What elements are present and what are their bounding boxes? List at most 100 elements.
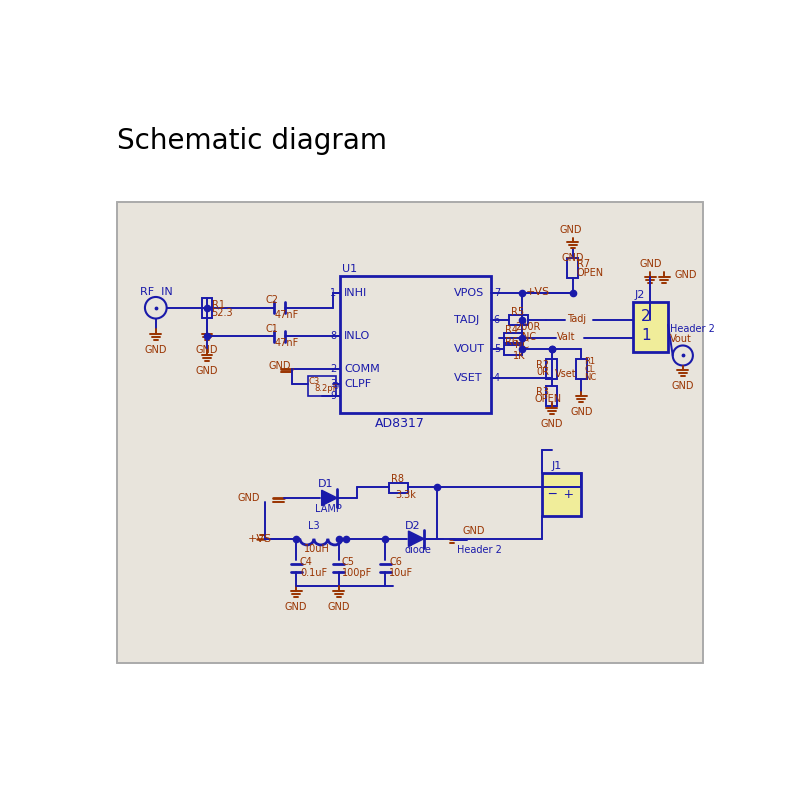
Text: CLPF: CLPF	[344, 379, 371, 389]
Bar	[567, 258, 578, 278]
Text: 7: 7	[494, 288, 500, 298]
Text: D2: D2	[405, 522, 420, 531]
Text: 4: 4	[494, 373, 500, 383]
Text: 1K: 1K	[513, 351, 526, 362]
Text: NC: NC	[514, 340, 529, 350]
Text: 9: 9	[330, 390, 336, 401]
Text: GND: GND	[570, 407, 593, 417]
Text: C5: C5	[342, 557, 355, 567]
Bar	[509, 315, 528, 326]
Text: GND: GND	[560, 225, 582, 234]
Text: Vout: Vout	[670, 334, 691, 343]
Text: 1: 1	[641, 328, 650, 343]
Bar	[202, 298, 212, 318]
Text: R1: R1	[211, 300, 225, 310]
Text: 10uH: 10uH	[304, 544, 330, 554]
Text: 3: 3	[330, 379, 336, 389]
Text: COMM: COMM	[344, 363, 380, 374]
Bar	[504, 333, 522, 343]
Text: Schematic diagram: Schematic diagram	[117, 126, 387, 154]
Text: 100pF: 100pF	[342, 568, 372, 578]
Bar	[117, 202, 703, 662]
Text: C3: C3	[309, 377, 320, 386]
Text: VPOS: VPOS	[454, 288, 485, 298]
Text: R3: R3	[536, 386, 550, 397]
Text: 9: 9	[334, 382, 338, 390]
Text: 6: 6	[494, 315, 500, 325]
Text: +VS: +VS	[526, 286, 550, 297]
Text: R4: R4	[506, 325, 518, 335]
Text: GND: GND	[671, 381, 694, 391]
Text: GND: GND	[541, 418, 563, 429]
Text: J2: J2	[634, 290, 645, 300]
Text: GND: GND	[674, 270, 697, 281]
Bar	[546, 359, 558, 379]
Text: GND: GND	[196, 366, 218, 375]
Text: GND: GND	[145, 345, 167, 354]
Text: L3: L3	[308, 522, 319, 531]
Text: R1: R1	[584, 357, 595, 366]
Text: GND: GND	[238, 493, 261, 503]
Text: R6: R6	[506, 337, 518, 346]
Text: GND: GND	[196, 345, 218, 354]
Text: 47nF: 47nF	[274, 338, 298, 348]
Text: C4: C4	[300, 557, 313, 567]
Text: Header 2: Header 2	[458, 546, 502, 555]
Text: GND: GND	[269, 362, 291, 371]
Text: TADJ: TADJ	[454, 315, 479, 325]
Text: 8: 8	[330, 331, 336, 342]
Text: NC: NC	[522, 332, 537, 342]
Bar	[576, 359, 586, 379]
Text: 3.3k: 3.3k	[395, 490, 416, 500]
Text: 10uF: 10uF	[389, 568, 413, 578]
Text: 47nF: 47nF	[274, 310, 298, 320]
Text: Tadj: Tadj	[566, 314, 586, 324]
Text: 200R: 200R	[515, 322, 541, 332]
Text: LAMP: LAMP	[315, 504, 342, 514]
Bar	[634, 302, 668, 352]
Text: RF  IN: RF IN	[140, 287, 173, 298]
Text: 0R: 0R	[536, 367, 550, 378]
Text: INHI: INHI	[344, 288, 367, 298]
Text: R2: R2	[536, 360, 550, 370]
Text: R7: R7	[577, 259, 590, 269]
Text: GND: GND	[562, 253, 584, 263]
Text: C2: C2	[266, 295, 279, 305]
Text: Vset: Vset	[555, 369, 577, 379]
Text: U1: U1	[342, 264, 357, 274]
Bar	[308, 376, 336, 396]
Text: GND: GND	[462, 526, 485, 536]
Bar	[117, 202, 703, 662]
Text: +VS: +VS	[248, 534, 272, 544]
Text: OPEN: OPEN	[577, 268, 604, 278]
Text: NC: NC	[584, 373, 597, 382]
Text: C1: C1	[266, 323, 278, 334]
Text: GND: GND	[285, 602, 307, 612]
Text: Valt: Valt	[558, 332, 576, 342]
Bar	[340, 276, 491, 414]
Text: INLO: INLO	[344, 331, 370, 342]
Text: 2: 2	[641, 310, 650, 325]
Bar	[542, 474, 581, 516]
Text: GND: GND	[639, 259, 662, 270]
Polygon shape	[322, 490, 337, 506]
Text: R8: R8	[390, 474, 404, 484]
Text: Header 2: Header 2	[670, 323, 714, 334]
Text: 5: 5	[494, 344, 500, 354]
Text: diode: diode	[405, 545, 431, 554]
Text: R5: R5	[510, 306, 524, 317]
Bar	[504, 345, 522, 354]
Text: C6: C6	[389, 557, 402, 567]
Text: CL: CL	[584, 365, 595, 374]
Text: J1: J1	[551, 462, 562, 471]
Text: 0.1uF: 0.1uF	[300, 568, 327, 578]
Text: 8.2pF: 8.2pF	[314, 384, 338, 393]
Polygon shape	[409, 531, 424, 546]
Bar	[389, 482, 408, 493]
Text: 1: 1	[330, 288, 336, 298]
Text: VOUT: VOUT	[454, 344, 485, 354]
Text: ─  +: ─ +	[548, 488, 574, 502]
Bar	[546, 386, 558, 406]
Text: D1: D1	[318, 479, 334, 489]
Text: 2: 2	[330, 363, 337, 374]
